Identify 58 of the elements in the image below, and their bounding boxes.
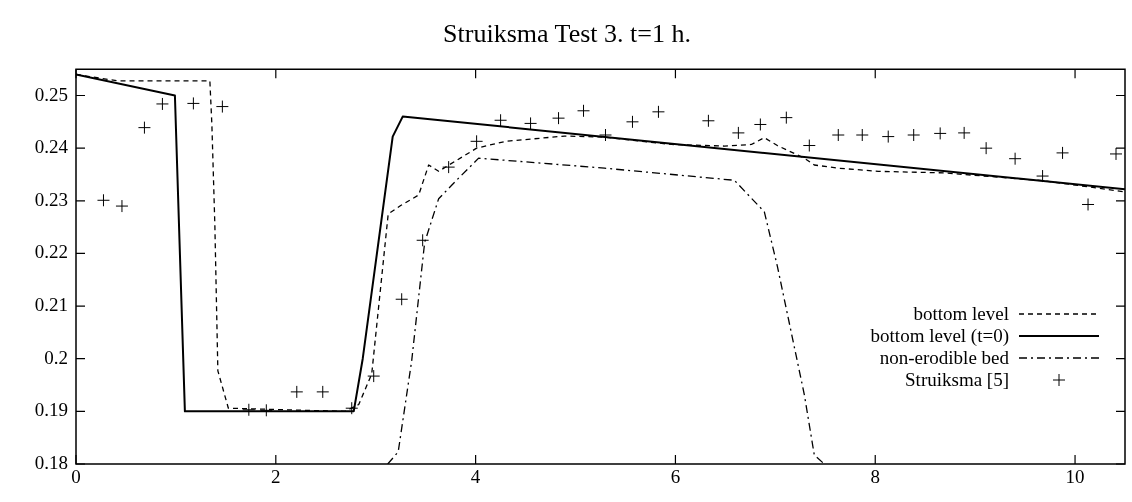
y-tick-label: 0.24 bbox=[34, 136, 69, 158]
point bbox=[345, 401, 359, 415]
point bbox=[957, 126, 971, 140]
point bbox=[395, 292, 409, 306]
point bbox=[1081, 197, 1095, 211]
point bbox=[979, 141, 993, 155]
point bbox=[831, 128, 845, 142]
legend-label: bottom level bbox=[913, 302, 1009, 325]
point bbox=[651, 105, 665, 119]
y-tick-label: 0.21 bbox=[34, 294, 68, 316]
y-tick-label: 0.2 bbox=[44, 346, 68, 368]
point bbox=[96, 193, 110, 207]
point bbox=[215, 100, 229, 114]
x-tick-label: 2 bbox=[271, 466, 281, 488]
y-tick-label: 0.19 bbox=[34, 399, 68, 421]
point bbox=[802, 139, 816, 153]
point bbox=[1056, 146, 1070, 160]
x-tick-label: 0 bbox=[71, 466, 81, 488]
point bbox=[753, 117, 767, 131]
legend-label: non-erodible bed bbox=[879, 346, 1009, 369]
point bbox=[316, 385, 330, 399]
point bbox=[1036, 169, 1050, 183]
point bbox=[186, 96, 200, 110]
point bbox=[290, 385, 304, 399]
point bbox=[577, 104, 591, 118]
point bbox=[701, 114, 715, 128]
y-tick-label: 0.18 bbox=[34, 451, 68, 473]
point bbox=[367, 369, 381, 383]
legend-label: Struiksma [5] bbox=[905, 368, 1009, 391]
point bbox=[524, 116, 538, 130]
x-tick-label: 4 bbox=[470, 466, 481, 488]
chart-title: Struiksma Test 3. t=1 h. bbox=[443, 19, 691, 49]
y-tick-label: 0.25 bbox=[34, 83, 68, 105]
x-tick-label: 6 bbox=[670, 466, 681, 488]
x-tick-label: 8 bbox=[870, 466, 880, 488]
legend-label: bottom level (t=0) bbox=[870, 324, 1009, 347]
point bbox=[137, 121, 151, 135]
point bbox=[933, 126, 947, 140]
point bbox=[1008, 152, 1022, 166]
point bbox=[416, 233, 430, 247]
point bbox=[470, 134, 484, 148]
point bbox=[242, 403, 256, 417]
point bbox=[855, 128, 869, 142]
point bbox=[625, 115, 639, 129]
point bbox=[115, 199, 129, 213]
point bbox=[907, 128, 921, 142]
point bbox=[442, 160, 456, 174]
y-tick-label: 0.22 bbox=[34, 241, 68, 263]
point bbox=[494, 113, 508, 127]
point bbox=[599, 128, 612, 142]
point bbox=[731, 126, 745, 140]
point bbox=[779, 111, 793, 125]
point bbox=[881, 130, 895, 144]
x-tick-label: 10 bbox=[1065, 466, 1085, 488]
point bbox=[1109, 147, 1123, 161]
point bbox=[155, 97, 169, 111]
y-tick-label: 0.23 bbox=[34, 188, 68, 210]
point bbox=[552, 111, 566, 125]
